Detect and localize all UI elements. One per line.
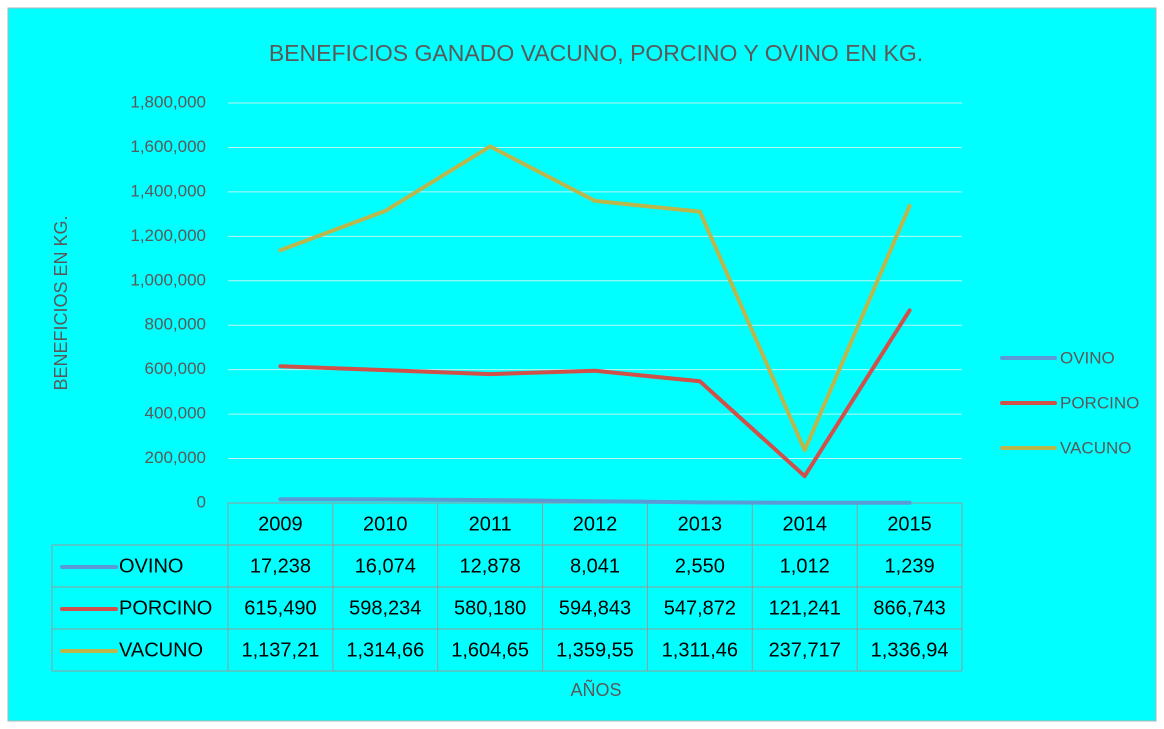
table-row-label: OVINO xyxy=(119,555,183,577)
x-axis-title: AÑOS xyxy=(570,679,621,700)
data-label: 594,843 xyxy=(559,597,631,619)
data-label: 615,490 xyxy=(244,597,316,619)
data-label: 866,743 xyxy=(873,597,945,619)
data-label: 1,311,46 xyxy=(662,639,738,661)
data-label: 237,717 xyxy=(769,639,841,661)
data-label: 121,241 xyxy=(769,597,841,619)
data-label: 16,074 xyxy=(355,555,416,577)
y-tick-label: 800,000 xyxy=(145,315,206,334)
data-label: 1,336,94 xyxy=(871,639,949,661)
y-tick-label: 1,200,000 xyxy=(130,226,206,245)
table-row-label: VACUNO xyxy=(119,639,203,661)
data-label: 1,314,66 xyxy=(346,639,424,661)
series-line xyxy=(278,497,912,505)
legend-label: VACUNO xyxy=(1060,438,1131,457)
x-tick-label: 2015 xyxy=(887,513,932,535)
data-label: 2,550 xyxy=(675,555,725,577)
y-tick-label: 1,000,000 xyxy=(130,270,206,289)
legend-label: OVINO xyxy=(1060,348,1115,367)
data-label: 598,234 xyxy=(349,597,421,619)
data-label: 8,041 xyxy=(570,555,620,577)
y-tick-label: 400,000 xyxy=(145,404,206,423)
x-tick-label: 2009 xyxy=(258,513,303,535)
legend-label: PORCINO xyxy=(1060,393,1139,412)
series-line xyxy=(278,144,912,453)
y-tick-label: 1,800,000 xyxy=(130,92,206,111)
x-tick-label: 2014 xyxy=(782,513,827,535)
y-tick-label: 600,000 xyxy=(145,359,206,378)
x-tick-label: 2013 xyxy=(678,513,723,535)
data-label: 1,137,21 xyxy=(241,639,319,661)
x-tick-label: 2011 xyxy=(469,513,512,535)
chart-background xyxy=(7,7,1157,722)
data-label: 1,359,55 xyxy=(556,639,634,661)
data-label: 547,872 xyxy=(664,597,736,619)
table-row-label: PORCINO xyxy=(119,597,212,619)
data-label: 17,238 xyxy=(250,555,311,577)
data-label: 1,604,65 xyxy=(451,639,529,661)
data-label: 12,878 xyxy=(460,555,521,577)
x-tick-label: 2010 xyxy=(363,513,408,535)
data-label: 1,239 xyxy=(885,555,935,577)
y-tick-label: 0 xyxy=(197,492,206,511)
y-tick-label: 200,000 xyxy=(145,448,206,467)
y-axis-title: BENEFICIOS EN KG. xyxy=(51,215,71,390)
x-tick-label: 2012 xyxy=(573,513,618,535)
data-label: 1,012 xyxy=(780,555,830,577)
y-tick-label: 1,400,000 xyxy=(130,181,206,200)
y-tick-label: 1,600,000 xyxy=(130,137,206,156)
data-label: 580,180 xyxy=(454,597,526,619)
series-line xyxy=(278,308,912,479)
chart-title: BENEFICIOS GANADO VACUNO, PORCINO Y OVIN… xyxy=(269,40,923,66)
